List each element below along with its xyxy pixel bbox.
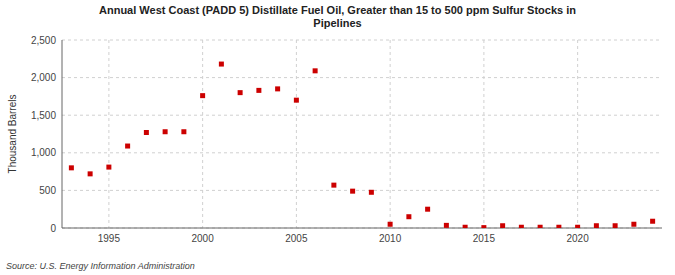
point — [69, 165, 74, 170]
y-tick-label: 2,500 — [31, 35, 56, 46]
y-grid-line — [62, 190, 662, 191]
grid — [62, 40, 662, 228]
point — [181, 129, 186, 134]
point — [500, 223, 505, 228]
point — [163, 129, 168, 134]
title-line: Pipelines — [313, 17, 361, 29]
x-tick-label: 2000 — [192, 233, 215, 244]
y-grid-line — [62, 40, 662, 41]
point — [613, 223, 618, 228]
point — [650, 219, 655, 224]
point — [425, 207, 430, 212]
x-grid-line — [483, 40, 484, 228]
point — [219, 62, 224, 67]
point — [388, 222, 393, 227]
point — [594, 223, 599, 228]
x-tick-label: 2010 — [379, 233, 402, 244]
y-tick-label: 1,000 — [31, 147, 56, 158]
point — [575, 225, 580, 228]
point — [538, 225, 543, 228]
x-grid-line — [577, 40, 578, 228]
x-grid-line — [202, 40, 203, 228]
point — [294, 98, 299, 103]
x-tick-label: 1995 — [98, 233, 121, 244]
x-tick-label: 2020 — [567, 233, 590, 244]
x-tick-label: 2005 — [285, 233, 308, 244]
point — [106, 165, 111, 170]
y-grid-line — [62, 115, 662, 116]
point — [631, 222, 636, 227]
point — [444, 223, 449, 228]
y-tick-label: 2,000 — [31, 72, 56, 83]
source: Source: U.S. Energy Information Administ… — [6, 261, 195, 271]
y-axis-label: Thousand Barrels — [7, 95, 18, 174]
y-grid-line — [62, 77, 662, 78]
point — [481, 225, 486, 228]
x-axis-line — [62, 228, 662, 229]
x-grid-line — [108, 40, 109, 228]
point — [125, 144, 130, 149]
y-grid-line — [62, 228, 662, 229]
point — [88, 171, 93, 176]
point — [519, 225, 524, 228]
point — [313, 68, 318, 73]
point — [238, 90, 243, 95]
point — [463, 225, 468, 228]
point — [350, 189, 355, 194]
chart: Annual West Coast (PADD 5) Distillate Fu… — [0, 0, 675, 275]
y-tick-label: 500 — [39, 185, 56, 196]
x-tick-label: 2015 — [473, 233, 496, 244]
y-grid-line — [62, 152, 662, 153]
point — [331, 183, 336, 188]
title-line: Annual West Coast (PADD 5) Distillate Fu… — [99, 4, 576, 16]
y-tick-label: 1,500 — [31, 110, 56, 121]
points — [69, 62, 655, 228]
x-grid-line — [390, 40, 391, 228]
point — [369, 190, 374, 195]
point — [556, 225, 561, 228]
point — [200, 93, 205, 98]
point — [275, 86, 280, 91]
point — [406, 214, 411, 219]
point — [256, 88, 261, 93]
title: Annual West Coast (PADD 5) Distillate Fu… — [99, 4, 576, 29]
point — [144, 130, 149, 135]
y-axis-line — [62, 40, 63, 228]
x-grid-line — [296, 40, 297, 228]
y-tick-label: 0 — [50, 223, 56, 234]
